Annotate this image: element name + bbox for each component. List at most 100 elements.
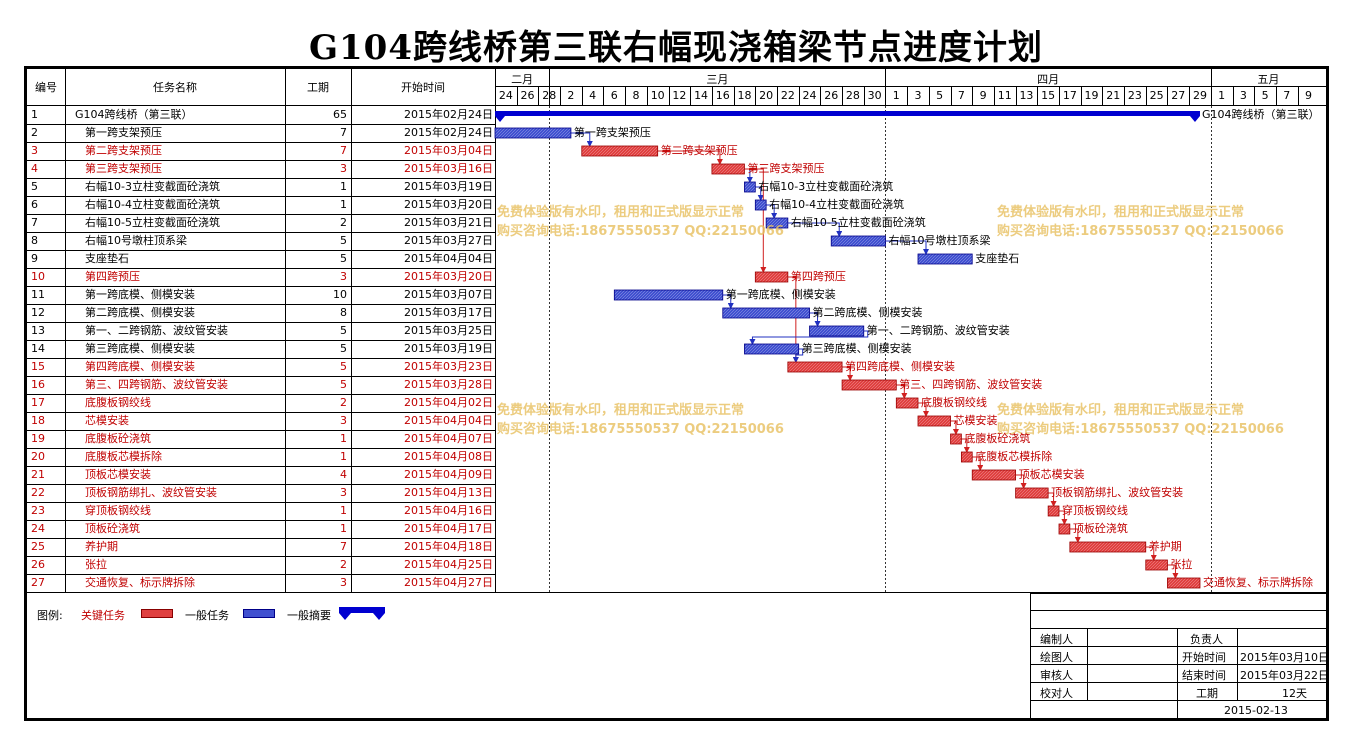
critical-task-bar[interactable] <box>960 451 973 463</box>
critical-task-bar[interactable] <box>1069 541 1147 553</box>
bar-label: 第二跨支架预压 <box>660 144 738 157</box>
task-name: 第四跨底模、侧模安装 <box>85 360 195 373</box>
dependency-link <box>809 312 821 327</box>
task-id: 12 <box>31 306 45 319</box>
task-id: 27 <box>31 576 45 589</box>
task-duration: 5 <box>340 324 347 337</box>
critical-task-bar[interactable] <box>581 145 659 157</box>
critical-task-bar[interactable] <box>1167 577 1201 589</box>
task-start: 2015年04月18日 <box>404 540 493 553</box>
task-start: 2015年03月19日 <box>404 180 493 193</box>
task-name: 底腹板砼浇筑 <box>85 432 151 445</box>
day-label: 11 <box>997 89 1012 102</box>
critical-task-bar[interactable] <box>1047 505 1060 517</box>
day-label: 10 <box>650 89 665 102</box>
task-bar[interactable] <box>744 181 756 193</box>
dependency-link <box>1015 474 1027 489</box>
task-bar[interactable] <box>809 325 865 337</box>
day-label: 17 <box>1062 89 1077 102</box>
task-bar[interactable] <box>917 253 973 265</box>
bar-label: 第一、二跨钢筋、波纹管安装 <box>866 324 1010 337</box>
critical-task-bar[interactable] <box>917 415 951 427</box>
day-label: 12 <box>672 89 687 102</box>
task-id: 7 <box>31 216 38 229</box>
day-label: 9 <box>979 89 987 102</box>
task-bar[interactable] <box>754 199 767 211</box>
critical-task-bar[interactable] <box>971 469 1017 481</box>
dependency-link <box>755 186 764 201</box>
task-start: 2015年04月27日 <box>404 576 493 589</box>
task-start: 2015年03月27日 <box>404 234 493 247</box>
gantt-grid <box>27 69 1326 593</box>
task-id: 14 <box>31 342 45 355</box>
bar-label: 张拉 <box>1170 558 1193 571</box>
month-label: 五月 <box>1257 73 1280 86</box>
dependency-link <box>961 438 970 453</box>
day-label: 1 <box>1218 89 1226 102</box>
bar-label: 第三、四跨钢筋、波纹管安装 <box>899 378 1043 391</box>
dependency-link <box>787 222 843 237</box>
task-bar[interactable] <box>494 127 572 139</box>
critical-task-bar[interactable] <box>754 271 789 283</box>
day-label: 27 <box>1171 89 1186 102</box>
task-bar[interactable] <box>830 235 886 247</box>
task-name: 第一、二跨钢筋、波纹管安装 <box>85 324 228 337</box>
header-id: 编号 <box>35 81 57 94</box>
task-start: 2015年03月17日 <box>404 306 493 319</box>
bar-label: 交通恢复、标示牌拆除 <box>1202 576 1313 589</box>
header-duration: 工期 <box>307 81 329 94</box>
task-id: 21 <box>31 468 45 481</box>
day-label: 22 <box>780 89 795 102</box>
critical-task-bar[interactable] <box>841 379 897 391</box>
bar-label: 第四跨底模、侧模安装 <box>845 360 956 373</box>
task-name: 右幅10-4立柱变截面砼浇筑 <box>85 198 220 211</box>
bar-label: 右幅10-4立柱变截面砼浇筑 <box>769 198 905 211</box>
dependency-link <box>1058 510 1068 525</box>
task-bar[interactable] <box>744 343 800 355</box>
sign-end-label: 结束时间 <box>1182 669 1226 682</box>
task-duration: 3 <box>340 270 347 283</box>
task-bar[interactable] <box>765 217 789 229</box>
bar-label: 底腹板钢绞线 <box>920 396 987 409</box>
day-label: 7 <box>957 89 965 102</box>
task-bar[interactable] <box>722 307 810 319</box>
task-start: 2015年02月24日 <box>404 126 493 139</box>
dependency-link <box>570 132 593 147</box>
task-start: 2015年03月19日 <box>404 342 493 355</box>
critical-task-bar[interactable] <box>895 397 919 409</box>
bar-label: 穿顶板钢绞线 <box>1061 504 1128 517</box>
task-name: 芯模安装 <box>85 414 129 427</box>
critical-task-bar[interactable] <box>1058 523 1071 535</box>
bar-label: 养护期 <box>1148 540 1182 553</box>
task-duration: 2 <box>340 396 347 409</box>
legend-label: 图例: <box>37 609 63 622</box>
summary-bar[interactable] <box>495 111 1200 122</box>
task-duration: 5 <box>340 252 347 265</box>
task-id: 5 <box>31 180 38 193</box>
critical-task-bar[interactable] <box>787 361 843 373</box>
bar-label: 第三跨支架预压 <box>747 162 825 175</box>
dependency-link <box>657 150 723 165</box>
critical-task-bar[interactable] <box>1145 559 1168 571</box>
critical-task-bar[interactable] <box>1015 487 1049 499</box>
task-duration: 7 <box>340 126 347 139</box>
task-name: 第二跨底模、侧模安装 <box>85 306 195 319</box>
day-label: 9 <box>1304 89 1312 102</box>
task-duration: 3 <box>340 162 347 175</box>
task-name: 第一跨底模、侧模安装 <box>85 288 195 301</box>
signature-block: 编制人 负责人 绘图人 开始时间 2015年03月10日 审核人 结束时间 20… <box>1030 593 1329 721</box>
task-name: 底腹板钢绞线 <box>85 396 151 409</box>
task-start: 2015年02月24日 <box>404 108 493 121</box>
critical-task-bar[interactable] <box>950 433 962 445</box>
task-duration: 65 <box>333 108 347 121</box>
task-id: 24 <box>31 522 45 535</box>
dependency-link <box>917 402 929 417</box>
dependency-link <box>787 276 799 363</box>
bar-label: 芯模安装 <box>953 414 998 427</box>
task-duration: 2 <box>340 216 347 229</box>
critical-task-bar[interactable] <box>711 163 745 175</box>
task-bar[interactable] <box>613 289 724 301</box>
task-name: 穿顶板钢绞线 <box>85 504 151 517</box>
task-start: 2015年03月04日 <box>404 144 493 157</box>
day-label: 3 <box>914 89 922 102</box>
